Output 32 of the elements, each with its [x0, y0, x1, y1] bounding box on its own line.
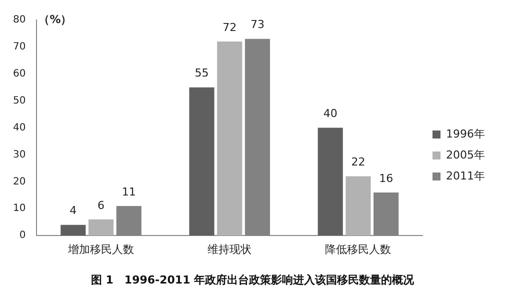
data-label: 4: [70, 204, 77, 218]
y-tick-label: 40: [12, 122, 26, 134]
data-label: 6: [98, 198, 105, 212]
data-label: 55: [194, 66, 209, 80]
y-tick-label: 50: [12, 95, 26, 106]
x-tick-label: 降低移民人数: [325, 243, 392, 256]
bar: [346, 176, 371, 236]
data-label: 22: [351, 156, 366, 169]
data-label: 73: [250, 18, 264, 32]
text: 图 1 1996-2011 年政府出台政策影响进入该国移民数量的概况: [90, 273, 416, 286]
bar: [88, 219, 114, 236]
y-tick-label: 10: [12, 203, 26, 214]
bar: [60, 224, 86, 236]
x-tick-label: 增加移民人数: [67, 243, 134, 256]
data-label: 11: [122, 185, 136, 198]
x-tick-label: 维持现状: [208, 243, 252, 256]
y-tick-label: 0: [19, 230, 26, 242]
bar: [217, 42, 242, 236]
bar: [318, 128, 343, 236]
legend-label: 1996年: [446, 127, 486, 140]
data-label: 16: [379, 172, 394, 185]
data-label: 40: [323, 107, 338, 120]
legend-label: 2005年: [446, 148, 486, 162]
y-tick-label: 20: [12, 176, 26, 188]
y-tick-label: 80: [12, 14, 26, 26]
data-label: 72: [222, 20, 237, 34]
bar: [189, 87, 214, 236]
y-tick-label: 70: [12, 42, 26, 53]
y-tick-label: 30: [12, 149, 26, 160]
y-axis-title: （%）: [38, 12, 72, 26]
y-tick-label: 60: [12, 68, 26, 80]
legend-label: 2011年: [446, 169, 486, 182]
